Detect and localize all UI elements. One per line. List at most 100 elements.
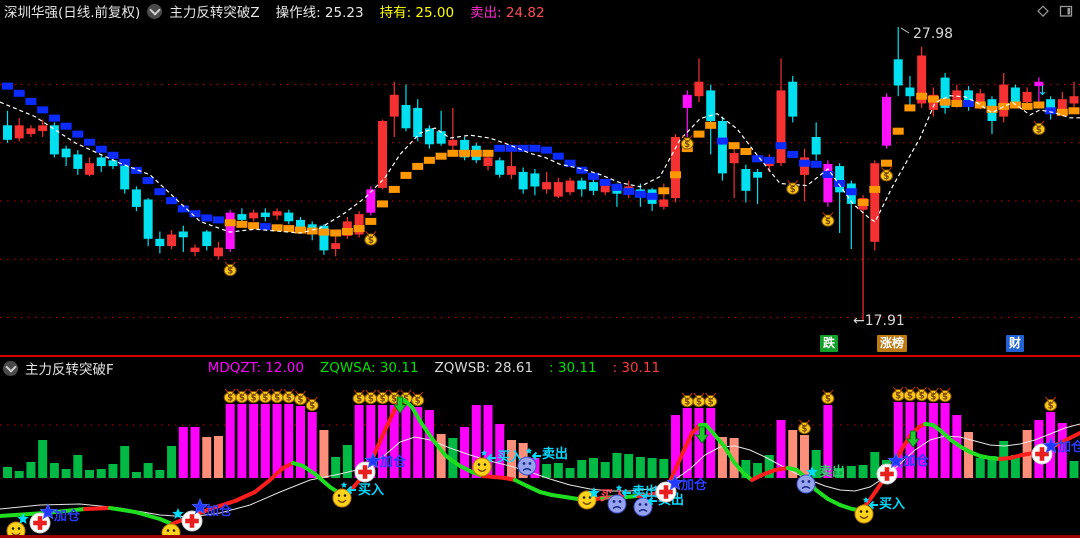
money-bag-icon: $ (797, 419, 811, 435)
sad-face-icon (607, 494, 627, 514)
svg-text:27.98: 27.98 (913, 26, 953, 42)
signal-label: 卖出 (542, 446, 568, 462)
signal-label: 加仓 (902, 453, 930, 469)
bottom-border (0, 535, 1080, 538)
money-bag-icon: $ (282, 388, 296, 404)
signal-label: 卖出 (632, 484, 658, 500)
money-bag-icon: $ (692, 392, 706, 408)
money-bag-icon: $ (270, 388, 284, 404)
money-bag-icon: $ (786, 180, 800, 195)
svg-text:$: $ (298, 396, 304, 406)
svg-text:$: $ (274, 394, 280, 404)
svg-text:$: $ (262, 394, 268, 404)
signal-label: 买入 (358, 483, 384, 498)
svg-text:$: $ (391, 395, 397, 405)
buy-sell-arrow-icon (868, 500, 878, 510)
svg-text:$: $ (227, 267, 233, 277)
signal-label: 加仓 (1057, 439, 1080, 455)
money-bag-icon: $ (364, 389, 378, 405)
svg-text:$: $ (907, 392, 913, 402)
svg-text:$: $ (1036, 125, 1042, 135)
signal-label: 加仓 (53, 508, 81, 524)
indicator-values-sub: MDQZT: 12.00 ZQWSA: 30.11 ZQWSB: 28.61 : 30… (192, 360, 660, 376)
market-tag-涨榜[interactable]: 涨榜 (877, 335, 908, 352)
indicator-field: MDQZT: 12.00 (207, 360, 304, 376)
money-bag-icon: $ (704, 392, 718, 408)
money-bag-icon: $ (223, 388, 237, 404)
main-chart-header: 深圳华强(日线.前复权) 主力反转突破Z 操作线: 25.23 持有: 25.00… (0, 0, 1080, 22)
svg-text:$: $ (286, 394, 292, 404)
svg-text:$: $ (825, 395, 831, 405)
chevron-down-icon[interactable] (147, 3, 163, 19)
money-bag-icon: $ (680, 392, 694, 408)
money-bag-icon: $ (938, 387, 952, 403)
money-bag-icon: $ (926, 387, 940, 403)
sub-chart-header: 主力反转突破F MDQZT: 12.00 ZQWSA: 30.11 ZQWSB: 2… (0, 357, 1080, 379)
indicator-values-main: 操作线: 25.23 持有: 25.00 卖出: 24.82 (260, 1, 545, 21)
money-bag-icon: $ (247, 388, 261, 404)
diamond-icon[interactable] (1035, 3, 1051, 19)
money-bag-icon: $ (903, 386, 917, 402)
signal-label: 加仓 (379, 454, 407, 470)
indicator-field: 卖出: 24.82 (470, 5, 545, 21)
buy-sell-arrow-icon (486, 453, 496, 463)
smiley-face-icon (6, 521, 26, 538)
indicator-field: ZQWSB: 28.61 (434, 360, 534, 376)
svg-text:$: $ (942, 393, 948, 403)
sad-face-icon (633, 497, 653, 517)
money-bag-icon: $ (915, 386, 929, 402)
svg-text:$: $ (696, 398, 702, 408)
indicator-field: ZQWSA: 30.11 (319, 360, 419, 376)
svg-text:$: $ (708, 398, 714, 408)
panel-separator[interactable] (0, 355, 1080, 357)
smiley-face-icon (854, 504, 874, 524)
red-cross-badge-icon (29, 512, 51, 534)
svg-text:$: $ (1048, 402, 1054, 412)
indicator-name-main[interactable]: 主力反转突破Z (169, 5, 260, 21)
money-bag-icon: $ (1044, 396, 1058, 412)
svg-text:$: $ (684, 398, 690, 408)
money-bag-icon: $ (352, 389, 366, 405)
svg-text:$: $ (415, 397, 421, 407)
svg-text:$: $ (227, 394, 233, 404)
green-down-arrow-icon (393, 396, 407, 414)
toolbar (1035, 3, 1074, 19)
svg-text:$: $ (801, 425, 807, 435)
sad-face-icon (517, 456, 537, 476)
market-tag-财[interactable]: 财 (1006, 335, 1025, 352)
money-bag-icon: $ (680, 135, 694, 150)
green-down-arrow-icon (906, 430, 920, 448)
indicator-field: : 30.11 (612, 360, 661, 376)
signal-label: 买入 (497, 450, 523, 465)
svg-text:$: $ (368, 236, 374, 246)
money-bag-icon: $ (364, 231, 378, 246)
svg-text:$: $ (930, 393, 936, 403)
money-bag-icon: $ (880, 167, 893, 182)
sad-face-icon (796, 474, 816, 494)
smiley-face-icon (161, 523, 181, 538)
buy-sell-arrow-icon (346, 485, 356, 495)
panel-toggle-icon[interactable] (1058, 3, 1074, 19)
svg-text:$: $ (239, 394, 245, 404)
green-down-arrow-icon (695, 426, 709, 444)
buy-sell-arrow-icon (531, 451, 541, 461)
svg-text:$: $ (790, 185, 796, 195)
svg-text:$: $ (356, 395, 362, 405)
chevron-down-icon[interactable] (3, 360, 18, 376)
indicator-name-sub[interactable]: 主力反转突破F (25, 362, 114, 378)
money-bag-icon: $ (305, 396, 319, 412)
market-tag-跌[interactable]: 跌 (820, 335, 839, 352)
money-bag-icon: $ (294, 390, 307, 406)
svg-text:$: $ (919, 392, 925, 402)
money-bag-icon: $ (1032, 120, 1046, 135)
svg-text:$: $ (884, 172, 890, 182)
symbol-title: 深圳华强(日线.前复权) (4, 5, 141, 21)
signal-label: 加仓 (205, 503, 233, 519)
red-cross-badge-icon (181, 510, 203, 532)
money-bag-icon: $ (376, 389, 390, 405)
svg-text:$: $ (368, 395, 374, 405)
money-bag-icon: $ (411, 391, 425, 407)
money-bag-icon: $ (235, 388, 249, 404)
